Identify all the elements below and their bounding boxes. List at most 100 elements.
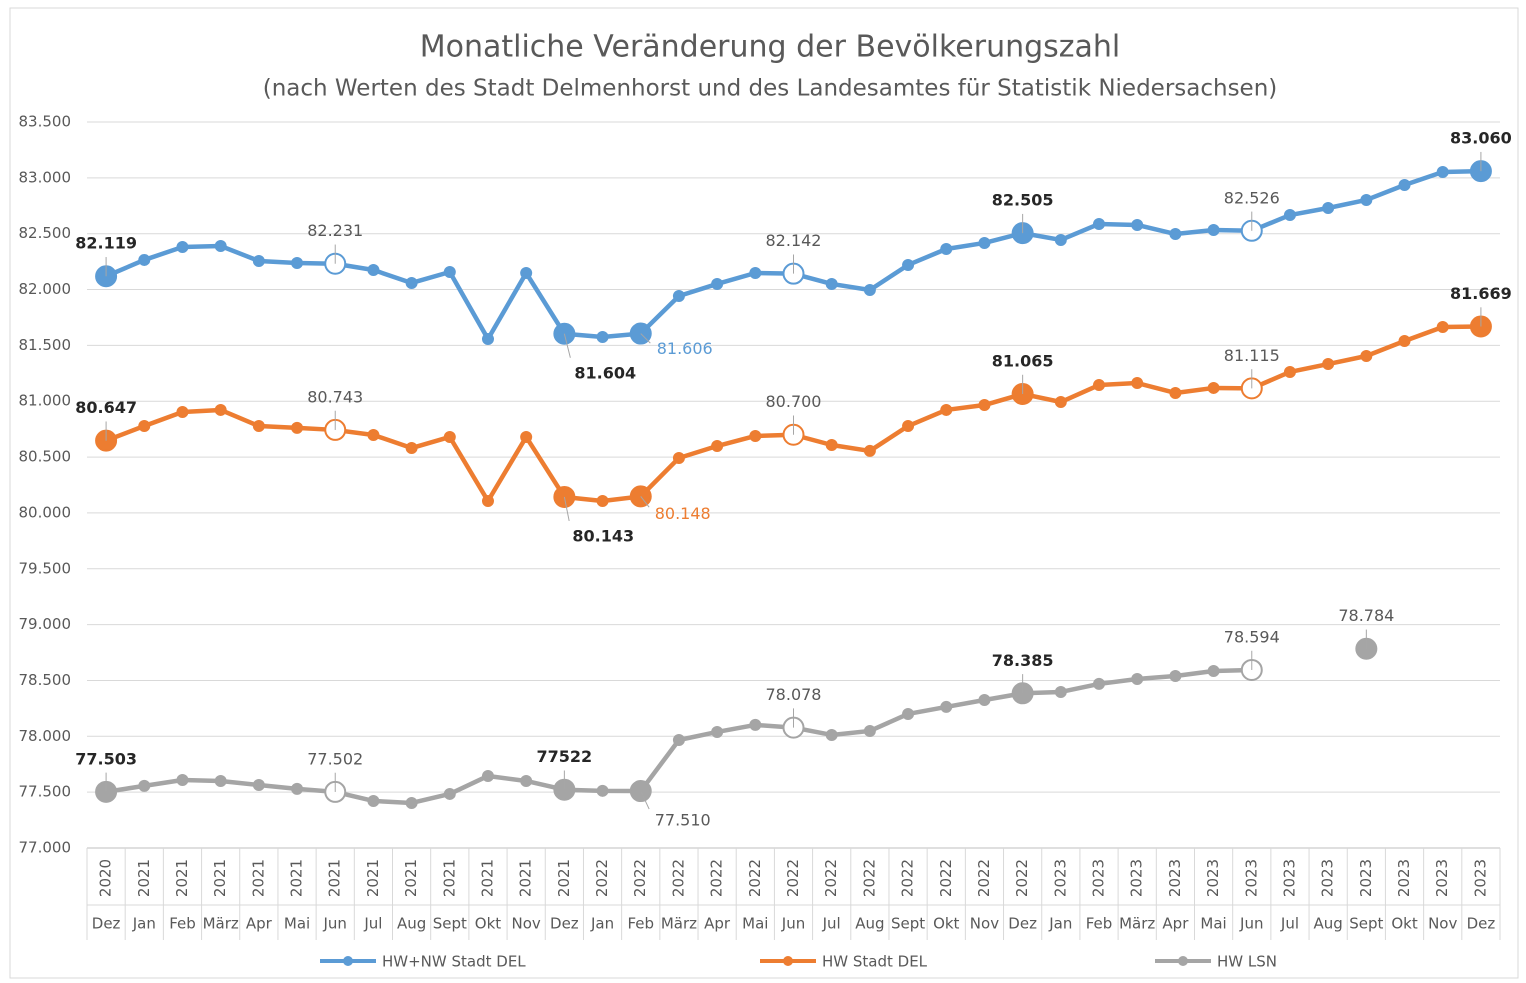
x-year-label: 2023 bbox=[1319, 859, 1337, 897]
x-tick-label: Feb bbox=[627, 915, 654, 933]
data-point bbox=[1360, 193, 1373, 206]
x-year-label: 2021 bbox=[555, 859, 573, 897]
x-tick-label: Jun bbox=[1239, 915, 1263, 933]
x-tick-label: Dez bbox=[92, 915, 121, 933]
chart-subtitle: (nach Werten des Stadt Delmenhorst und d… bbox=[263, 76, 1278, 102]
data-point bbox=[1093, 217, 1106, 230]
x-tick-label: Sept bbox=[433, 915, 467, 933]
x-tick-label: März bbox=[203, 915, 239, 933]
x-tick-label: Apr bbox=[1162, 915, 1189, 933]
data-label: 78.594 bbox=[1224, 627, 1280, 646]
data-point bbox=[443, 787, 456, 800]
data-point bbox=[176, 405, 189, 418]
data-point bbox=[1169, 669, 1182, 682]
y-tick-label: 80.000 bbox=[19, 503, 72, 521]
data-label: 82.231 bbox=[307, 221, 363, 240]
x-year-label: 2022 bbox=[708, 859, 726, 897]
data-point bbox=[863, 283, 876, 296]
x-year-label: 2022 bbox=[1013, 859, 1031, 897]
x-year-label: 2020 bbox=[97, 859, 115, 897]
x-tick-label: Nov bbox=[970, 915, 999, 933]
data-point bbox=[1169, 386, 1182, 399]
x-tick-label: Sept bbox=[1349, 915, 1383, 933]
data-point bbox=[596, 494, 609, 507]
x-tick-label: Sept bbox=[891, 915, 925, 933]
x-tick-label: Apr bbox=[246, 915, 273, 933]
data-point bbox=[940, 242, 953, 255]
x-year-label: 2023 bbox=[1357, 859, 1375, 897]
x-tick-label: Okt bbox=[1391, 915, 1417, 933]
data-label: 77522 bbox=[537, 747, 593, 766]
y-tick-label: 80.500 bbox=[19, 448, 72, 466]
data-label: 78.385 bbox=[992, 651, 1054, 670]
data-point bbox=[1322, 202, 1335, 215]
data-point bbox=[1283, 365, 1296, 378]
x-tick-label: Mai bbox=[1200, 915, 1226, 933]
x-tick-label: Dez bbox=[1467, 915, 1496, 933]
data-point bbox=[1436, 320, 1449, 333]
x-year-label: 2022 bbox=[860, 859, 878, 897]
data-point bbox=[252, 779, 265, 792]
legend-label: HW+NW Stadt DEL bbox=[382, 953, 526, 971]
data-point bbox=[863, 724, 876, 737]
data-label: 81.604 bbox=[574, 363, 636, 382]
data-point bbox=[138, 779, 151, 792]
x-year-label: 2021 bbox=[211, 859, 229, 897]
data-label: 82.142 bbox=[766, 231, 822, 250]
data-point bbox=[749, 267, 762, 280]
data-point bbox=[596, 784, 609, 797]
data-point bbox=[176, 240, 189, 253]
x-tick-label: Aug bbox=[397, 915, 426, 933]
data-label: 78.078 bbox=[766, 685, 822, 704]
data-point bbox=[902, 258, 915, 271]
data-point bbox=[176, 773, 189, 786]
label-leader bbox=[640, 333, 651, 344]
data-label: 83.060 bbox=[1450, 129, 1512, 148]
y-tick-label: 78.500 bbox=[19, 671, 72, 689]
y-tick-label: 79.000 bbox=[19, 615, 72, 633]
data-point bbox=[1093, 379, 1106, 392]
data-point bbox=[252, 420, 265, 433]
y-tick-label: 77.000 bbox=[19, 839, 72, 857]
data-point bbox=[825, 728, 838, 741]
data-point bbox=[367, 263, 380, 276]
data-label: 81.669 bbox=[1450, 284, 1512, 303]
y-tick-label: 83.500 bbox=[19, 113, 72, 131]
x-tick-label: Dez bbox=[1008, 915, 1037, 933]
data-label: 81.606 bbox=[657, 339, 713, 358]
label-leader bbox=[563, 496, 570, 522]
x-tick-label: Mai bbox=[284, 915, 310, 933]
x-year-label: 2023 bbox=[1395, 859, 1413, 897]
x-tick-label: Jul bbox=[1280, 915, 1299, 933]
x-tick-label: Jan bbox=[1048, 915, 1072, 933]
data-point bbox=[214, 239, 227, 252]
data-point bbox=[1207, 224, 1220, 237]
data-point bbox=[672, 290, 685, 303]
x-year-label: 2022 bbox=[669, 859, 687, 897]
x-year-label: 2021 bbox=[440, 859, 458, 897]
data-point bbox=[1398, 335, 1411, 348]
legend-swatch-marker bbox=[1178, 956, 1188, 966]
data-point bbox=[520, 430, 533, 443]
data-point bbox=[978, 399, 991, 412]
data-point bbox=[520, 774, 533, 787]
y-tick-label: 81.000 bbox=[19, 392, 72, 410]
data-point bbox=[940, 403, 953, 416]
x-tick-label: Apr bbox=[704, 915, 731, 933]
x-year-label: 2022 bbox=[822, 859, 840, 897]
data-label: 80.143 bbox=[572, 526, 634, 545]
x-year-label: 2023 bbox=[1166, 859, 1184, 897]
x-year-label: 2021 bbox=[402, 859, 420, 897]
data-point bbox=[1360, 349, 1373, 362]
data-point bbox=[749, 429, 762, 442]
data-point bbox=[902, 707, 915, 720]
data-label: 81.065 bbox=[992, 351, 1054, 370]
data-point bbox=[367, 428, 380, 441]
data-point bbox=[1436, 166, 1449, 179]
y-tick-label: 82.000 bbox=[19, 280, 72, 298]
x-tick-label: Nov bbox=[1428, 915, 1457, 933]
data-point bbox=[367, 794, 380, 807]
x-tick-label: Jun bbox=[781, 915, 805, 933]
data-point bbox=[978, 236, 991, 249]
data-label: 80.647 bbox=[75, 398, 137, 417]
